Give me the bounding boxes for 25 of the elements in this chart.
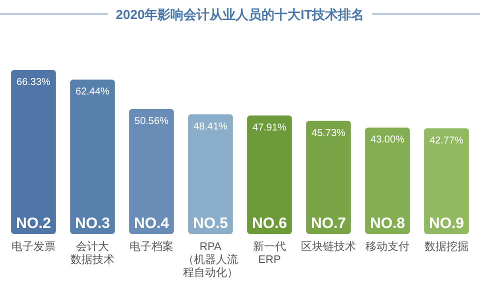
annotation: NO.3 [74, 215, 110, 232]
annotation: NO.6 [252, 215, 288, 232]
data-label: 45.73% [312, 128, 346, 139]
x-tick-label: 会计大数据技术 [70, 240, 114, 266]
chart-title: 2020年影响会计从业人员的十大IT技术排名 [116, 7, 364, 22]
x-tick-label: 电子发票 [12, 240, 56, 253]
x-tick-label: 数据挖掘 [424, 240, 468, 253]
annotation: NO.7 [310, 215, 346, 232]
x-tick-label: 区块链技术 [301, 240, 356, 253]
data-label: 47.91% [252, 122, 287, 134]
x-tick-label: 新一代 ERP [253, 240, 286, 266]
data-label: 66.33% [16, 77, 51, 88]
annotation: NO.5 [192, 215, 228, 232]
x-tick-label: 移动支付 [366, 240, 410, 253]
annotation: NO.9 [428, 215, 464, 232]
data-label: 48.41% [194, 121, 228, 132]
annotation: NO.4 [134, 215, 170, 232]
x-tick-label: 电子档案 [130, 240, 174, 253]
annotation: NO.2 [16, 215, 52, 232]
data-label: 50.56% [134, 116, 169, 127]
annotation: NO.8 [370, 215, 406, 232]
x-tick-label: RPA （机器人流程自动化） [183, 241, 238, 279]
data-label: 43.00% [370, 134, 405, 146]
data-label: 62.44% [76, 86, 110, 98]
data-label: 42.77% [430, 135, 464, 146]
